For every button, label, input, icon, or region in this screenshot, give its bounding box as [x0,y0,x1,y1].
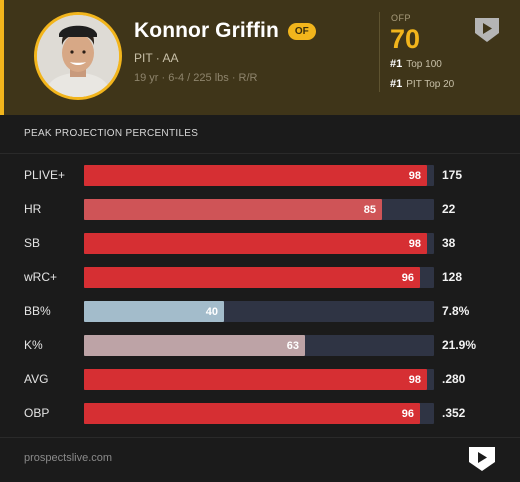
stat-row: HR 85 22 [0,196,520,222]
percentile-bar-fill [84,403,420,424]
player-headshot-icon [37,15,119,97]
footer-site-link[interactable]: prospectslive.com [24,452,113,464]
percentile-value: 40 [205,306,218,318]
stat-row: K% 63 21.9% [0,332,520,358]
footer-divider [0,437,520,438]
stat-label: PLIVE+ [24,168,66,182]
stat-row: SB 98 38 [0,230,520,256]
percentile-bar-fill [84,165,427,186]
percentile-value: 96 [401,272,414,284]
rank-label: Top 100 [406,59,442,70]
percentile-bar-track: 98 [84,165,434,186]
stat-value: 22 [442,202,456,216]
header-divider [379,12,380,92]
player-name-row: Konnor Griffin OF [134,19,316,43]
stat-value: 128 [442,270,463,284]
stat-label: AVG [24,372,49,386]
rank-top100: #1 Top 100 [390,58,442,70]
stat-value: 175 [442,168,463,182]
ofp-label: OFP [391,13,412,23]
percentile-bar-fill [84,199,382,220]
percentile-bar-track: 98 [84,233,434,254]
percentile-value: 63 [286,340,299,352]
stat-label: wRC+ [24,270,58,284]
player-avatar [34,12,122,100]
percentile-bar-fill [84,369,427,390]
stat-value: .352 [442,406,466,420]
percentile-value: 96 [401,408,414,420]
home-plate-play-icon [468,446,496,477]
percentile-bar-track: 85 [84,199,434,220]
stat-label: HR [24,202,42,216]
rank-label: PIT Top 20 [406,79,455,90]
stat-row: wRC+ 96 128 [0,264,520,290]
home-plate-play-icon [474,17,500,48]
position-badge: OF [287,22,316,40]
percentile-value: 98 [408,170,421,182]
percentile-bar-fill [84,335,305,356]
rank-number: #1 [390,78,403,90]
stat-label: K% [24,338,43,352]
percentile-bar-track: 40 [84,301,434,322]
percentile-bar-fill [84,267,420,288]
team-level: PIT · AA [134,51,179,65]
stat-label: OBP [24,406,50,420]
stat-value: 38 [442,236,456,250]
percentile-bar-fill [84,233,427,254]
percentile-bar-track: 63 [84,335,434,356]
stat-row: OBP 96 .352 [0,400,520,426]
stat-value: 7.8% [442,304,470,318]
stat-value: .280 [442,372,466,386]
player-name: Konnor Griffin [134,19,279,42]
stat-label: SB [24,236,41,250]
percentile-value: 98 [408,238,421,250]
rank-number: #1 [390,58,403,70]
player-header: Konnor Griffin OF PIT · AA 19 yr · 6-4 /… [0,0,520,115]
stat-row: PLIVE+ 98 175 [0,162,520,188]
section-title: PEAK PROJECTION PERCENTILES [24,128,199,139]
ofp-value: 70 [390,24,421,54]
stat-label: BB% [24,304,51,318]
stat-value: 21.9% [442,338,477,352]
section-divider [0,153,520,154]
percentile-value: 85 [363,204,376,216]
percentile-value: 98 [408,374,421,386]
rank-team-top20: #1 PIT Top 20 [390,78,454,90]
percentile-bar-track: 96 [84,403,434,424]
percentile-bar-track: 98 [84,369,434,390]
stat-row: BB% 40 7.8% [0,298,520,324]
stat-row: AVG 98 .280 [0,366,520,392]
percentile-bar-track: 96 [84,267,434,288]
player-bio: 19 yr · 6-4 / 225 lbs · R/R [134,72,258,84]
percentile-bar-fill [84,301,224,322]
